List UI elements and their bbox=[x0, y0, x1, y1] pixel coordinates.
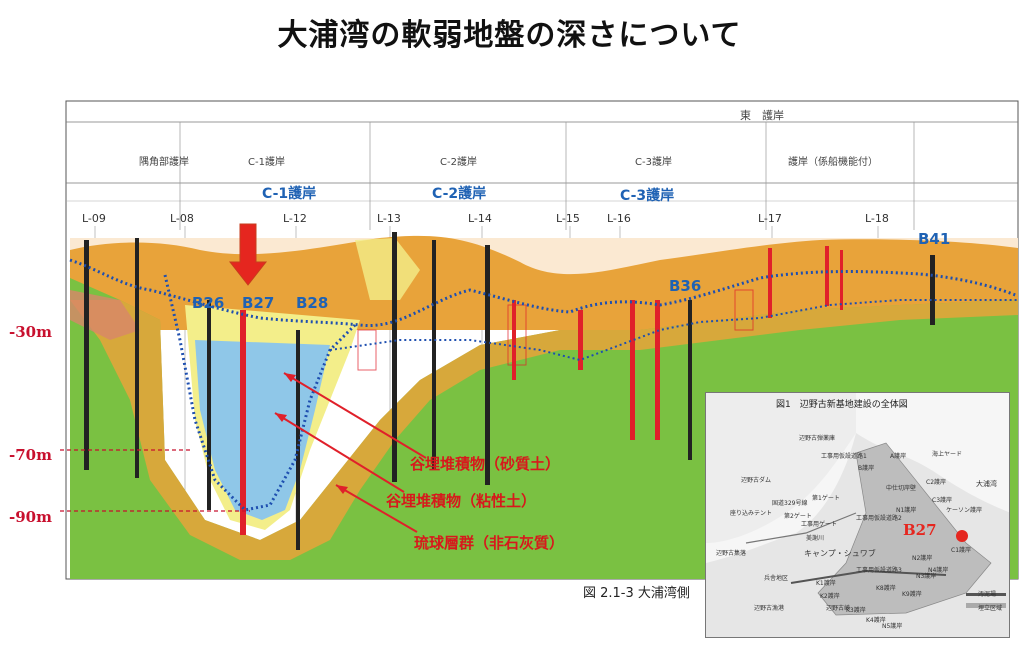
header-section: 隅角部護岸 bbox=[139, 155, 189, 168]
map-label: K4護岸 bbox=[866, 617, 886, 624]
boring-label-b41: B41 bbox=[918, 230, 950, 248]
map-label: 座り込みテント bbox=[730, 510, 773, 517]
down-arrow-icon bbox=[228, 223, 268, 286]
inset-map-marker-label: B27 bbox=[903, 521, 937, 539]
header-section: C-1護岸 bbox=[248, 155, 285, 168]
map-label: 汚泥場 bbox=[978, 591, 997, 598]
map-label: 国道329号線 bbox=[772, 500, 808, 507]
map-label: 海上ヤード bbox=[932, 451, 963, 458]
map-label: 埋立区域 bbox=[978, 605, 1003, 612]
map-label: K9護岸 bbox=[902, 591, 922, 598]
line-label: L-16 bbox=[607, 212, 631, 225]
map-label: N5護岸 bbox=[882, 623, 903, 630]
header-section: C-3護岸 bbox=[635, 155, 672, 168]
map-label: キャンプ・シュワブ bbox=[804, 549, 876, 558]
map-label: 工事用ゲート bbox=[801, 521, 838, 528]
inset-map-title: 図1 辺野古新基地建設の全体図 bbox=[776, 400, 908, 410]
line-label: L-18 bbox=[865, 212, 889, 225]
line-label: L-12 bbox=[283, 212, 307, 225]
map-label: 美謝川 bbox=[806, 535, 825, 542]
map-label: 工事用仮設道路1 bbox=[821, 453, 867, 460]
annotation-ryukyu-group: 琉球層群（非石灰質） bbox=[414, 534, 564, 552]
line-label: L-17 bbox=[758, 212, 782, 225]
revetment-label-c3: C-3護岸 bbox=[620, 187, 674, 204]
map-label: K1護岸 bbox=[816, 580, 836, 587]
map-label: N2護岸 bbox=[912, 555, 933, 562]
map-label: 工事用仮設道路2 bbox=[856, 515, 902, 522]
line-label: L-13 bbox=[377, 212, 401, 225]
depth-label-30m: -30m bbox=[9, 323, 52, 341]
line-label: L-14 bbox=[468, 212, 492, 225]
annotation-clay-soil: 谷埋堆積物（粘性土） bbox=[386, 492, 536, 510]
depth-label-90m: -90m bbox=[9, 508, 52, 526]
map-label: N3護岸 bbox=[916, 573, 937, 580]
depth-label-70m: -70m bbox=[9, 446, 52, 464]
map-label: 中仕切岸壁 bbox=[886, 485, 917, 492]
inset-map: 図1 辺野古新基地建設の全体図 B27 辺野古弾薬庫 工事用仮設道路1 辺野古ダ… bbox=[705, 392, 1010, 638]
page-title: 大浦湾の軟弱地盤の深さについて bbox=[277, 18, 742, 53]
map-label: N4護岸 bbox=[928, 567, 949, 574]
annotation-sandy-soil: 谷埋堆積物（砂質土） bbox=[410, 455, 560, 473]
boring-label-b26: B26 bbox=[192, 294, 224, 312]
map-label: 辺野古ダム bbox=[741, 477, 772, 484]
map-label: 兵舎地区 bbox=[764, 575, 789, 582]
header-east-revetment: 東 護岸 bbox=[740, 108, 784, 122]
header-section: C-2護岸 bbox=[440, 155, 477, 168]
map-label: A護岸 bbox=[890, 453, 907, 460]
map-label: 第2ゲート bbox=[784, 513, 812, 520]
map-label: K2護岸 bbox=[820, 593, 840, 600]
map-label: 工事用仮設道路3 bbox=[856, 567, 902, 574]
revetment-label-c1: C-1護岸 bbox=[262, 185, 316, 202]
map-label: B護岸 bbox=[858, 465, 875, 472]
line-label: L-09 bbox=[82, 212, 106, 225]
map-label: N1護岸 bbox=[896, 507, 917, 514]
map-label: 辺野古漁港 bbox=[754, 605, 785, 612]
boring-label-b36: B36 bbox=[669, 277, 701, 295]
b27-marker bbox=[956, 530, 968, 542]
map-label: C3護岸 bbox=[932, 497, 953, 504]
boring-label-b27: B27 bbox=[242, 294, 274, 312]
map-label: 辺野古集落 bbox=[716, 550, 747, 557]
map-label: 辺野古崎 bbox=[826, 605, 851, 612]
map-label: 第1ゲート bbox=[812, 495, 840, 502]
map-label: K3護岸 bbox=[846, 607, 866, 614]
map-label: K8護岸 bbox=[876, 585, 896, 592]
line-label: L-15 bbox=[556, 212, 580, 225]
map-label: 辺野古弾薬庫 bbox=[799, 435, 836, 442]
boring-label-b28: B28 bbox=[296, 294, 328, 312]
map-label: C1護岸 bbox=[951, 547, 972, 554]
figure-caption: 図 2.1-3 大浦湾側 bbox=[583, 585, 690, 601]
revetment-label-c2: C-2護岸 bbox=[432, 185, 486, 202]
map-label: ケーソン護岸 bbox=[946, 507, 983, 514]
line-label: L-08 bbox=[170, 212, 194, 225]
map-label: 大浦湾 bbox=[976, 480, 997, 488]
map-label: C2護岸 bbox=[926, 479, 947, 486]
header-section: 護岸（係船機能付） bbox=[788, 155, 878, 168]
